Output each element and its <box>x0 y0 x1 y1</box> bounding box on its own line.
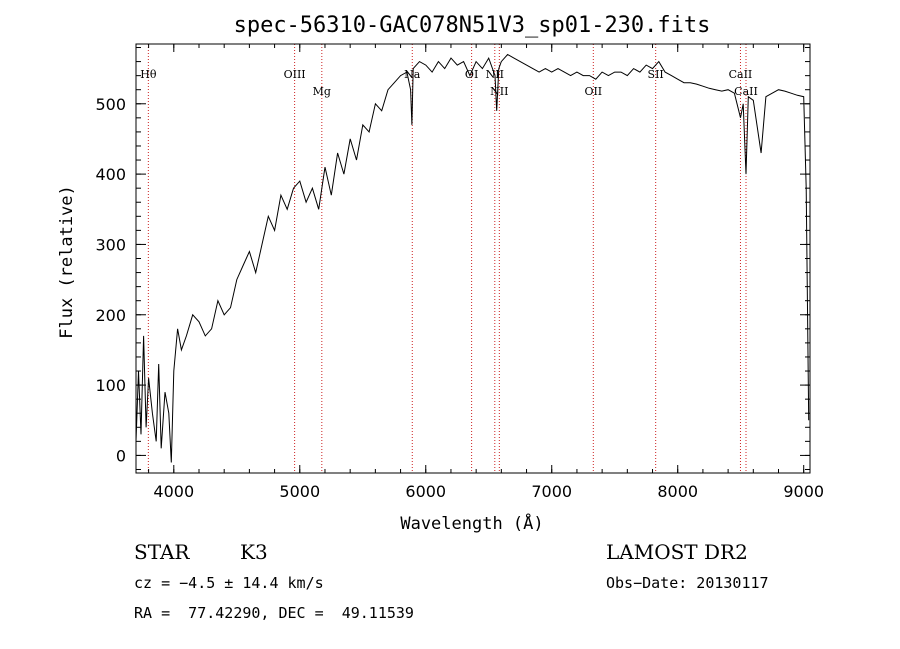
x-tick-label: 5000 <box>279 482 320 501</box>
y-tick-label: 100 <box>95 376 126 395</box>
spectral-line-label: Mg <box>313 85 331 98</box>
spectral-line-label: NII <box>490 85 508 98</box>
plot-frame <box>135 43 811 474</box>
spectral-line-label: CaII <box>729 68 753 81</box>
y-tick-label: 200 <box>95 306 126 325</box>
spectrum-line <box>135 53 810 463</box>
x-axis-label: Wavelength (Å) <box>400 512 543 534</box>
emission-lines <box>147 44 747 473</box>
survey-name: LAMOST DR2 <box>606 540 748 564</box>
x-tick-label: 9000 <box>783 482 824 501</box>
coordinates: RA = 77.42290, DEC = 49.11539 <box>134 604 414 622</box>
y-axis: 0 100 200 300 400 500 <box>95 47 810 470</box>
spectral-line-label: SII <box>648 68 664 81</box>
y-tick-label: 400 <box>95 165 126 184</box>
x-tick-label: 7000 <box>531 482 572 501</box>
object-subclass: K3 <box>240 540 268 564</box>
x-tick-label: 6000 <box>405 482 446 501</box>
observation-date: Obs−Date: 20130117 <box>606 574 769 592</box>
x-axis: 4000 5000 6000 7000 8000 9000 <box>148 44 824 501</box>
spectrum-chart: spec-56310-GAC078N51V3_sp01-230.fits Hθ O… <box>57 13 824 534</box>
spectral-line-label: CaII <box>734 85 758 98</box>
spectral-line-label: OII <box>584 85 602 98</box>
y-axis-label: Flux (relative) <box>57 185 77 339</box>
spectral-line-label: Hθ <box>140 68 157 81</box>
x-tick-label: 8000 <box>657 482 698 501</box>
y-tick-label: 500 <box>95 95 126 114</box>
x-tick-label: 4000 <box>153 482 194 501</box>
redshift-cz: cz = −4.5 ± 14.4 km/s <box>134 574 324 592</box>
chart-title: spec-56310-GAC078N51V3_sp01-230.fits <box>234 13 711 38</box>
object-class: STAR <box>134 540 190 564</box>
y-tick-label: 300 <box>95 235 126 254</box>
y-tick-label: 0 <box>116 446 126 465</box>
spectral-line-label: OIII <box>284 68 306 81</box>
